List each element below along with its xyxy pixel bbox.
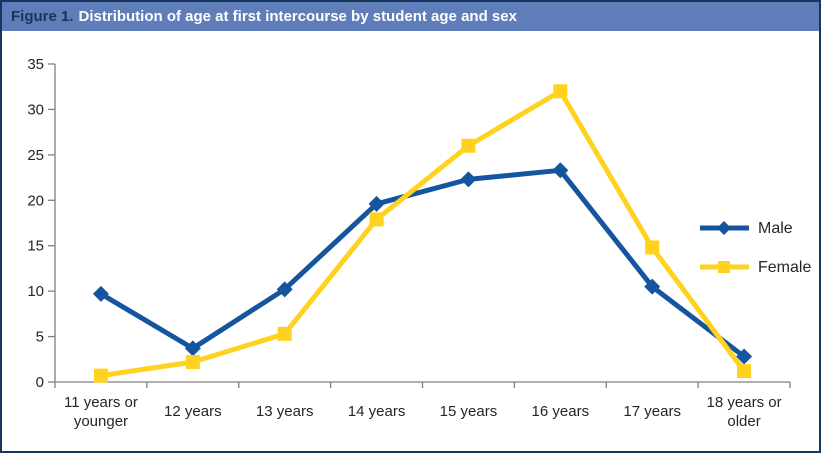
- male-point-4: [460, 171, 477, 188]
- legend-marker-female: [718, 261, 730, 273]
- male-point-1: [184, 340, 201, 357]
- legend-marker-male: [717, 221, 731, 235]
- x-tick-label: older: [727, 413, 760, 430]
- legend-label-female: Female: [758, 259, 811, 276]
- x-tick-label: 17 years: [623, 403, 681, 420]
- figure-label: Figure 1.: [11, 8, 74, 25]
- female-point-3: [369, 212, 384, 227]
- female-point-5: [553, 84, 568, 99]
- x-tick-label: 13 years: [256, 403, 314, 420]
- x-tick-label: 11 years or: [64, 394, 138, 411]
- x-tick-label: 16 years: [532, 403, 590, 420]
- female-point-0: [93, 368, 108, 383]
- figure-title-bar: Figure 1. Distribution of age at first in…: [2, 2, 819, 31]
- legend-label-male: Male: [758, 220, 793, 237]
- y-tick-label: 30: [27, 101, 44, 118]
- male-point-6: [644, 278, 661, 295]
- legend-item-female: Female: [700, 259, 811, 276]
- y-tick-label: 0: [36, 374, 44, 391]
- female-point-6: [645, 240, 660, 255]
- x-tick-label: 18 years or: [707, 394, 782, 411]
- male-point-5: [552, 162, 569, 179]
- female-series-line: [100, 88, 747, 379]
- male-series-line: [99, 167, 746, 359]
- x-tick-label: 12 years: [164, 403, 222, 420]
- y-tick-label: 35: [27, 56, 44, 73]
- female-point-2: [277, 326, 292, 341]
- female-point-1: [185, 355, 200, 370]
- male-point-3: [368, 195, 385, 212]
- male-point-7: [736, 348, 753, 365]
- y-tick-label: 20: [27, 192, 44, 209]
- y-tick-label: 5: [36, 329, 44, 346]
- y-tick-label: 10: [27, 283, 44, 300]
- x-tick-label: 15 years: [440, 403, 498, 420]
- female-point-4: [461, 138, 476, 153]
- female-point-7: [737, 364, 752, 379]
- x-tick-label: younger: [74, 413, 128, 430]
- male-point-2: [276, 281, 293, 298]
- legend: Male Female: [700, 220, 811, 276]
- male-point-0: [92, 285, 109, 302]
- y-tick-label: 25: [27, 147, 44, 164]
- figure-title: Distribution of age at first intercourse…: [78, 8, 517, 25]
- legend-item-male: Male: [700, 220, 793, 237]
- y-tick-label: 15: [27, 238, 44, 255]
- x-tick-label: 14 years: [348, 403, 406, 420]
